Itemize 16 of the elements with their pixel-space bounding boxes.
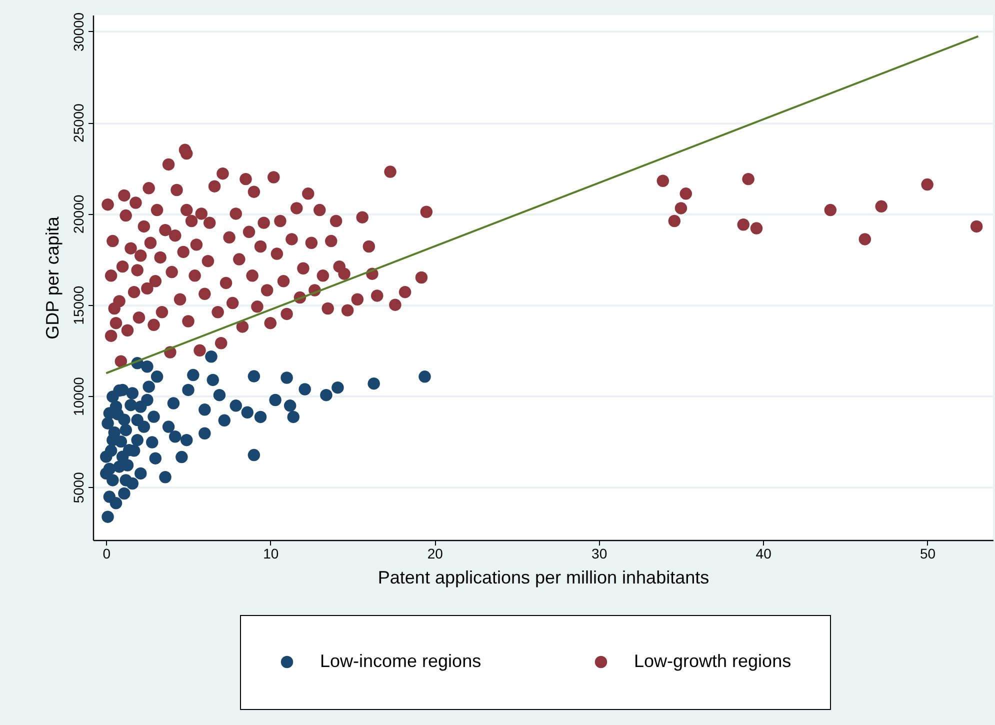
y-tick-label: 15000 bbox=[70, 286, 86, 325]
x-tick-label: 0 bbox=[102, 546, 111, 562]
x-tick-label: 40 bbox=[756, 546, 772, 562]
x-tick-label: 50 bbox=[920, 546, 936, 562]
y-axis-title: GDP per capita bbox=[42, 216, 62, 340]
x-tick-label: 20 bbox=[427, 546, 444, 562]
legend-label: Low-growth regions bbox=[634, 651, 792, 671]
y-tick-label: 20000 bbox=[70, 194, 86, 234]
y-tick-label: 25000 bbox=[70, 103, 86, 143]
x-tick-label: 30 bbox=[592, 546, 608, 562]
y-tick-label: 5000 bbox=[70, 472, 86, 504]
x-axis-title: Patent applications per million inhabitants bbox=[378, 568, 710, 588]
x-tick-label: 10 bbox=[263, 546, 279, 562]
y-tick-label: 10000 bbox=[70, 376, 86, 416]
legend-label: Low-income regions bbox=[320, 651, 482, 671]
y-tick-label: 30000 bbox=[70, 12, 86, 52]
